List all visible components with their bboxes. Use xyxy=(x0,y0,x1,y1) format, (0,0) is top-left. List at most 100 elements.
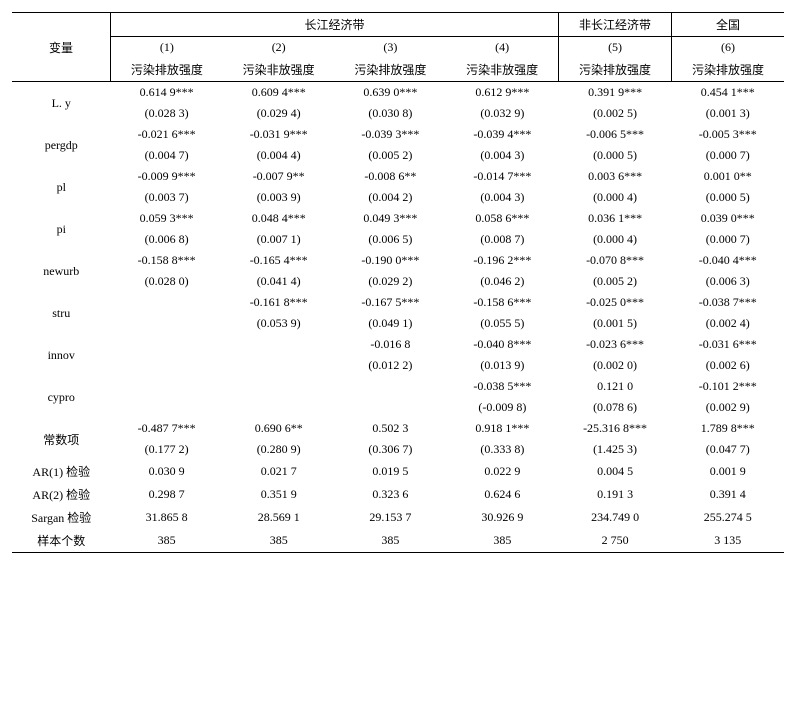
cell: (0.177 2) xyxy=(111,439,223,460)
cell: -0.021 6*** xyxy=(111,124,223,145)
cell: (0.047 7) xyxy=(672,439,784,460)
cell: -0.016 8 xyxy=(335,334,447,355)
cell xyxy=(335,397,447,418)
cell: -0.196 2*** xyxy=(446,250,558,271)
cell xyxy=(111,397,223,418)
cell: 0.298 7 xyxy=(111,483,223,506)
cell xyxy=(111,292,223,313)
cell: 0.624 6 xyxy=(446,483,558,506)
cell: (0.306 7) xyxy=(335,439,447,460)
col-label-4: 污染非放强度 xyxy=(446,58,558,82)
var-name: pergdp xyxy=(12,124,111,166)
cell: (0.000 5) xyxy=(559,145,672,166)
cell: 0.039 0*** xyxy=(672,208,784,229)
cell: (0.041 4) xyxy=(223,271,335,292)
cell: (0.002 0) xyxy=(559,355,672,376)
cell xyxy=(335,376,447,397)
test-name: AR(2) 检验 xyxy=(12,483,111,506)
cell: (0.003 7) xyxy=(111,187,223,208)
cell: 0.391 4 xyxy=(672,483,784,506)
cell: (0.032 9) xyxy=(446,103,558,124)
cell: -0.165 4*** xyxy=(223,250,335,271)
cell: (0.004 3) xyxy=(446,187,558,208)
cell: -0.487 7*** xyxy=(111,418,223,439)
cell: (1.425 3) xyxy=(559,439,672,460)
cell: -0.039 4*** xyxy=(446,124,558,145)
cell: (0.013 9) xyxy=(446,355,558,376)
cell: -0.101 2*** xyxy=(672,376,784,397)
cell: 31.865 8 xyxy=(111,506,223,529)
cell: (0.008 7) xyxy=(446,229,558,250)
cell: 0.001 0** xyxy=(672,166,784,187)
cell: (0.004 2) xyxy=(335,187,447,208)
cell: -0.008 6** xyxy=(335,166,447,187)
var-name: pl xyxy=(12,166,111,208)
cell: (0.000 5) xyxy=(672,187,784,208)
cell: (0.006 3) xyxy=(672,271,784,292)
cell: (0.049 1) xyxy=(335,313,447,334)
cell xyxy=(223,397,335,418)
var-header: 变量 xyxy=(12,13,111,82)
cell: 29.153 7 xyxy=(335,506,447,529)
var-name: pi xyxy=(12,208,111,250)
cell: (0.280 9) xyxy=(223,439,335,460)
cell: -0.070 8*** xyxy=(559,250,672,271)
cell: (0.001 5) xyxy=(559,313,672,334)
cell: (0.003 9) xyxy=(223,187,335,208)
cell: 0.059 3*** xyxy=(111,208,223,229)
group-1: 长江经济带 xyxy=(111,13,559,37)
cell: 0.614 9*** xyxy=(111,82,223,104)
cell: (0.002 6) xyxy=(672,355,784,376)
cell: 30.926 9 xyxy=(446,506,558,529)
cell: (0.046 2) xyxy=(446,271,558,292)
cell: (0.002 5) xyxy=(559,103,672,124)
cell: 385 xyxy=(111,529,223,553)
var-name: innov xyxy=(12,334,111,376)
cell xyxy=(111,334,223,355)
cell: 0.022 9 xyxy=(446,460,558,483)
cell: (0.000 4) xyxy=(559,229,672,250)
cell xyxy=(111,376,223,397)
col-label-5: 污染排放强度 xyxy=(559,58,672,82)
test-name: Sargan 检验 xyxy=(12,506,111,529)
cell xyxy=(223,355,335,376)
cell: (0.028 0) xyxy=(111,271,223,292)
col-num-3: (3) xyxy=(335,37,447,59)
col-label-3: 污染排放强度 xyxy=(335,58,447,82)
cell: 0.030 9 xyxy=(111,460,223,483)
cell xyxy=(223,334,335,355)
cell: -0.040 4*** xyxy=(672,250,784,271)
cell: -0.038 5*** xyxy=(446,376,558,397)
var-name: 常数项 xyxy=(12,418,111,460)
cell: -0.023 6*** xyxy=(559,334,672,355)
cell: -0.006 5*** xyxy=(559,124,672,145)
cell: 0.690 6** xyxy=(223,418,335,439)
cell: 0.191 3 xyxy=(559,483,672,506)
col-num-5: (5) xyxy=(559,37,672,59)
col-num-2: (2) xyxy=(223,37,335,59)
cell: 0.058 6*** xyxy=(446,208,558,229)
cell: (0.055 5) xyxy=(446,313,558,334)
cell: 0.612 9*** xyxy=(446,82,558,104)
cell: 0.004 5 xyxy=(559,460,672,483)
cell: -0.167 5*** xyxy=(335,292,447,313)
cell: 0.323 6 xyxy=(335,483,447,506)
cell: (0.029 2) xyxy=(335,271,447,292)
cell: 0.019 5 xyxy=(335,460,447,483)
cell: 0.049 3*** xyxy=(335,208,447,229)
cell: -0.005 3*** xyxy=(672,124,784,145)
regression-table: 变量 长江经济带 非长江经济带 全国 (1)(2)(3)(4)(5)(6) 污染… xyxy=(12,12,784,553)
test-name: AR(1) 检验 xyxy=(12,460,111,483)
group-2: 非长江经济带 xyxy=(559,13,672,37)
cell: -0.031 9*** xyxy=(223,124,335,145)
cell: (0.000 7) xyxy=(672,229,784,250)
cell: (0.333 8) xyxy=(446,439,558,460)
cell: 0.639 0*** xyxy=(335,82,447,104)
test-name: 样本个数 xyxy=(12,529,111,553)
cell: 2 750 xyxy=(559,529,672,553)
cell xyxy=(111,355,223,376)
col-label-1: 污染排放强度 xyxy=(111,58,223,82)
cell: 385 xyxy=(223,529,335,553)
cell: 0.391 9*** xyxy=(559,82,672,104)
cell: (0.007 1) xyxy=(223,229,335,250)
